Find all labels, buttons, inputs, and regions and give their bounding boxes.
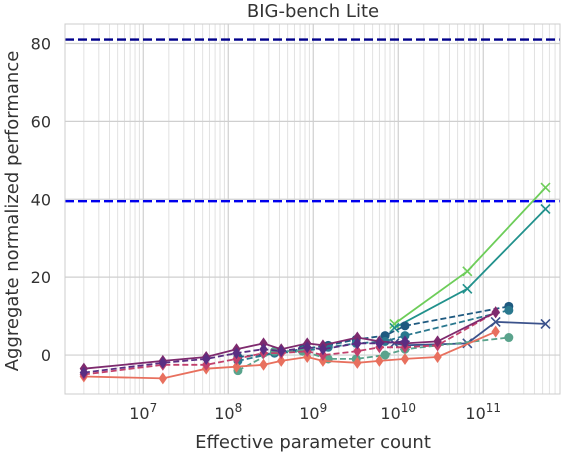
data-point: [277, 354, 286, 367]
data-point: [380, 350, 390, 360]
y-tick-label: 0: [41, 346, 51, 365]
data-point: [433, 351, 442, 363]
data-point: [540, 318, 551, 329]
data-point: [353, 337, 362, 350]
data-point: [540, 182, 551, 193]
data-point: [79, 366, 89, 379]
series-10: [79, 335, 410, 379]
data-point: [462, 283, 473, 294]
y-tick-label: 20: [31, 268, 51, 287]
data-point: [504, 333, 514, 343]
data-point: [375, 354, 384, 367]
data-point: [400, 352, 410, 365]
data-point: [232, 360, 241, 373]
chart-title: BIG-bench Lite: [247, 1, 379, 22]
data-point: [389, 322, 400, 333]
data-point: [540, 203, 551, 215]
y-tick-label: 60: [31, 112, 51, 131]
x-tick-label: 1011: [465, 401, 501, 423]
data-point: [353, 356, 362, 369]
reference-lines: [65, 38, 560, 203]
plot-background: [65, 24, 560, 394]
data-point: [490, 316, 501, 328]
data-point: [433, 335, 442, 348]
x-tick-label: 107: [129, 401, 157, 423]
data-point: [375, 337, 384, 350]
series-2: [389, 203, 551, 333]
data-point: [318, 343, 328, 356]
data-point: [400, 321, 410, 331]
data-point: [400, 335, 410, 348]
data-point: [259, 358, 268, 371]
y-tick-label: 80: [31, 34, 51, 53]
data-point: [504, 305, 514, 315]
data-point: [259, 343, 268, 356]
data-point: [353, 345, 362, 358]
x-tick-label: 1010: [380, 401, 416, 423]
plot-area: [65, 24, 560, 394]
data-point: [491, 325, 500, 338]
data-point: [277, 345, 286, 358]
x-tick-label: 108: [214, 401, 242, 423]
y-tick-label: 40: [31, 190, 51, 209]
axes: 107 108 109 1010 1011 0 20 40 60 80: [31, 23, 561, 423]
data-point: [462, 266, 473, 277]
x-tick-label: 109: [299, 401, 327, 423]
data-point: [491, 306, 500, 319]
plot-frame: [64, 23, 561, 395]
x-axis-label: Effective parameter count: [195, 432, 431, 453]
data-point: [158, 356, 168, 369]
data-point: [201, 352, 211, 365]
data-point: [158, 372, 168, 385]
data-point: [232, 347, 241, 360]
y-axis-label: Aggregate normalized performance: [2, 51, 23, 372]
data-point: [303, 341, 312, 354]
series-group: [79, 182, 551, 385]
